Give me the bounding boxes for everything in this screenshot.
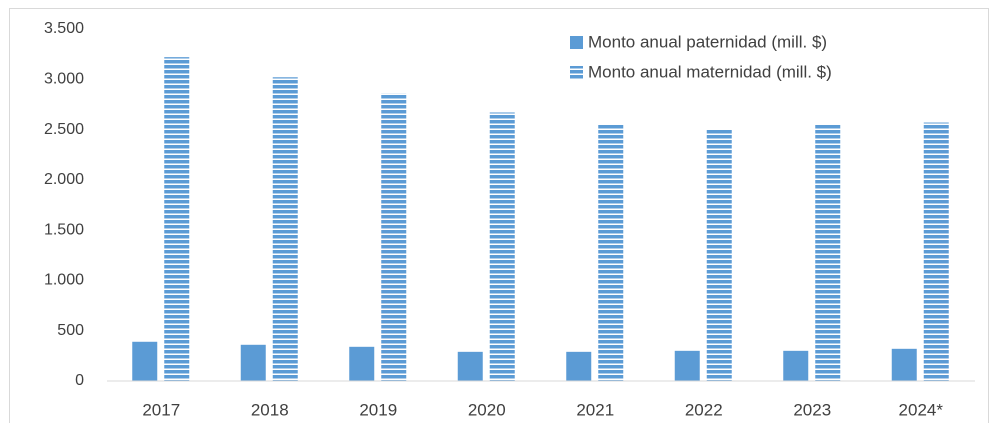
x-tick-label: 2022 bbox=[685, 400, 723, 419]
x-tick-label: 2020 bbox=[468, 400, 506, 419]
bar bbox=[164, 57, 190, 381]
bar bbox=[381, 93, 407, 381]
legend-swatch bbox=[570, 66, 583, 79]
y-tick-label: 3.000 bbox=[44, 71, 84, 88]
bar bbox=[891, 348, 917, 381]
bar bbox=[566, 351, 592, 381]
bar bbox=[240, 344, 266, 381]
bar bbox=[349, 346, 375, 381]
bar bbox=[923, 122, 949, 381]
bar bbox=[706, 129, 732, 381]
chart-frame bbox=[9, 8, 989, 423]
bar bbox=[457, 351, 483, 381]
x-tick-label: 2021 bbox=[576, 400, 614, 419]
bar bbox=[132, 341, 158, 381]
bar bbox=[598, 123, 624, 381]
bar bbox=[815, 124, 841, 382]
y-tick-label: 1.000 bbox=[44, 272, 84, 289]
bar bbox=[489, 112, 515, 381]
y-tick-label: 2.500 bbox=[44, 121, 84, 138]
bar bbox=[783, 350, 809, 381]
y-tick-label: 2.000 bbox=[44, 171, 84, 188]
y-tick-label: 0 bbox=[75, 372, 84, 389]
bar bbox=[272, 77, 298, 381]
y-tick-label: 500 bbox=[57, 322, 84, 339]
legend-label: Monto anual paternidad (mill. $) bbox=[588, 32, 827, 51]
x-tick-label: 2018 bbox=[251, 400, 289, 419]
bar bbox=[674, 350, 700, 381]
x-tick-label: 2024* bbox=[899, 400, 944, 419]
legend-label: Monto anual maternidad (mill. $) bbox=[588, 62, 832, 81]
x-tick-label: 2017 bbox=[142, 400, 180, 419]
y-tick-label: 3.500 bbox=[44, 20, 84, 37]
legend-swatch bbox=[570, 36, 583, 49]
x-tick-label: 2023 bbox=[793, 400, 831, 419]
y-tick-label: 1.500 bbox=[44, 221, 84, 238]
x-tick-label: 2019 bbox=[359, 400, 397, 419]
